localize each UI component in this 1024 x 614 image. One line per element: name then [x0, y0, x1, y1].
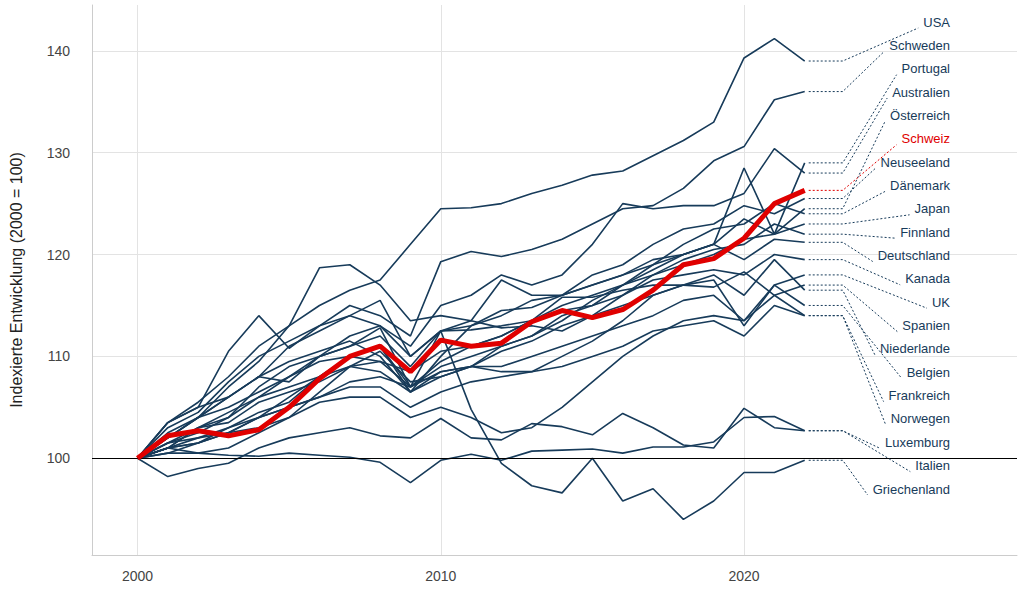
svg-text:Australien: Australien [892, 85, 950, 100]
svg-text:Neuseeland: Neuseeland [881, 155, 950, 170]
svg-text:100: 100 [47, 450, 71, 466]
svg-text:Spanien: Spanien [902, 318, 950, 333]
svg-text:Schweiz: Schweiz [902, 131, 950, 146]
svg-text:Österreich: Österreich [890, 108, 950, 123]
svg-text:USA: USA [923, 15, 950, 30]
svg-text:Dänemark: Dänemark [890, 178, 950, 193]
svg-text:2000: 2000 [122, 568, 153, 584]
svg-text:Belgien: Belgien [907, 365, 950, 380]
svg-text:UK: UK [932, 295, 950, 310]
svg-text:Italien: Italien [915, 458, 950, 473]
svg-text:110: 110 [48, 348, 71, 364]
svg-text:120: 120 [47, 247, 71, 263]
svg-text:Deutschland: Deutschland [878, 248, 950, 263]
svg-text:Luxemburg: Luxemburg [885, 435, 950, 450]
svg-text:Kanada: Kanada [905, 271, 951, 286]
svg-text:Frankreich: Frankreich [889, 388, 950, 403]
svg-text:Griechenland: Griechenland [873, 482, 950, 497]
svg-text:Japan: Japan [915, 201, 950, 216]
svg-text:2010: 2010 [425, 568, 456, 584]
svg-text:2020: 2020 [728, 568, 759, 584]
svg-text:130: 130 [47, 145, 71, 161]
svg-text:Portugal: Portugal [902, 61, 951, 76]
svg-text:Indexierte Entwicklung (2000 =: Indexierte Entwicklung (2000 = 100) [8, 152, 25, 408]
svg-text:Niederlande: Niederlande [880, 341, 950, 356]
svg-text:Finnland: Finnland [900, 225, 950, 240]
svg-text:Schweden: Schweden [889, 38, 950, 53]
svg-text:140: 140 [47, 43, 71, 59]
svg-text:Norwegen: Norwegen [891, 411, 950, 426]
